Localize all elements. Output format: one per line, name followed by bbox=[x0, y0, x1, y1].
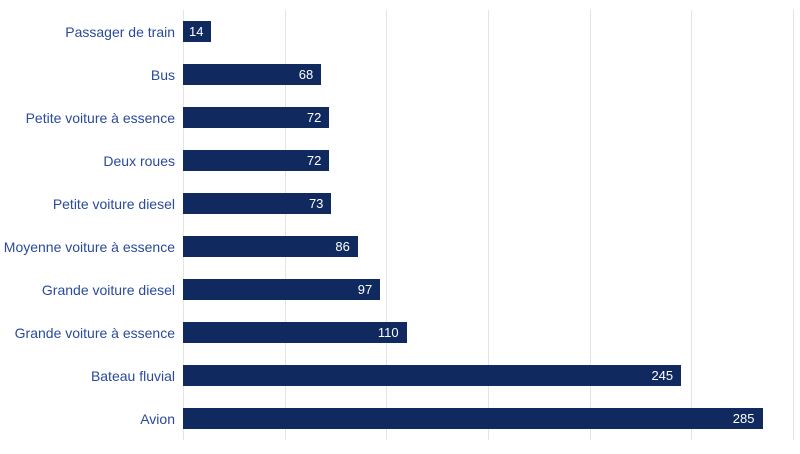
bar: 68 bbox=[183, 64, 322, 85]
chart-row: Petite voiture diesel 73 bbox=[0, 182, 800, 225]
category-label: Moyenne voiture à essence bbox=[3, 238, 175, 255]
chart-row: Grande voiture à essence 110 bbox=[0, 311, 800, 354]
category-label: Bateau fluvial bbox=[90, 367, 175, 384]
chart-row: Avion 285 bbox=[0, 397, 800, 440]
chart-row: Moyenne voiture à essence 86 bbox=[0, 225, 800, 268]
value-label: 285 bbox=[732, 411, 755, 426]
gridline bbox=[183, 10, 184, 440]
gridline bbox=[386, 10, 388, 440]
category-label: Grande voiture à essence bbox=[14, 324, 175, 341]
bar: 97 bbox=[183, 279, 381, 300]
value-label: 110 bbox=[377, 325, 399, 340]
value-label: 72 bbox=[306, 153, 322, 168]
category-label: Deux roues bbox=[103, 152, 175, 169]
category-label: Petite voiture à essence bbox=[25, 109, 175, 126]
category-label: Grande voiture diesel bbox=[41, 281, 175, 298]
bar: 285 bbox=[183, 408, 763, 429]
bar: 245 bbox=[183, 365, 682, 386]
value-label: 245 bbox=[651, 368, 674, 383]
value-label: 86 bbox=[335, 239, 350, 254]
bar: 73 bbox=[183, 193, 332, 214]
value-label: 68 bbox=[298, 67, 314, 82]
category-label: Avion bbox=[140, 410, 175, 427]
chart-row: Petite voiture à essence 72 bbox=[0, 96, 800, 139]
value-label: 72 bbox=[306, 110, 322, 125]
bar: 72 bbox=[183, 150, 330, 171]
chart-row: Bus 68 bbox=[0, 53, 800, 96]
chart-row: Bateau fluvial 245 bbox=[0, 354, 800, 397]
value-label: 14 bbox=[188, 24, 204, 39]
bar: 86 bbox=[183, 236, 358, 257]
category-label: Bus bbox=[150, 66, 175, 83]
gridline bbox=[691, 10, 693, 440]
category-label: Petite voiture diesel bbox=[52, 195, 175, 212]
gridline bbox=[589, 10, 591, 440]
gridline bbox=[793, 10, 794, 440]
category-label: Passager de train bbox=[65, 23, 175, 40]
bar: 72 bbox=[183, 107, 330, 128]
chart-row: Deux roues 72 bbox=[0, 139, 800, 182]
value-label: 73 bbox=[308, 196, 324, 211]
bar: 110 bbox=[183, 322, 407, 343]
value-label: 97 bbox=[357, 282, 373, 297]
bar: 14 bbox=[183, 21, 212, 42]
chart-row: Passager de train 14 bbox=[0, 10, 800, 53]
chart-rows: Passager de train 14 Bus 68 Petite voiture à… bbox=[0, 10, 800, 440]
gridline bbox=[488, 10, 489, 440]
chart-row: Grande voiture diesel 97 bbox=[0, 268, 800, 311]
gridline bbox=[284, 10, 286, 440]
